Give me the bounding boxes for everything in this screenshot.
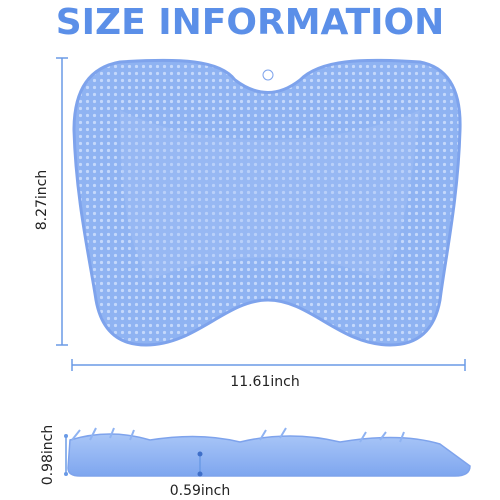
hang-hole bbox=[262, 69, 274, 81]
title: SIZE INFORMATION bbox=[56, 2, 445, 43]
height-label: 8.27inch bbox=[34, 170, 50, 231]
mat-shading bbox=[120, 110, 420, 280]
dimension-dot bbox=[64, 434, 68, 438]
thickness-label: 0.98inch bbox=[40, 425, 56, 486]
dimension-dot bbox=[64, 472, 68, 476]
dimension-dot bbox=[197, 471, 203, 477]
bristle-tips bbox=[71, 427, 405, 443]
mat-top-view bbox=[72, 58, 462, 347]
width-label: 11.61inch bbox=[230, 374, 299, 390]
mat-side-view bbox=[67, 433, 471, 477]
base-thickness-label: 0.59inch bbox=[170, 483, 231, 499]
dimension-dot bbox=[197, 451, 203, 457]
